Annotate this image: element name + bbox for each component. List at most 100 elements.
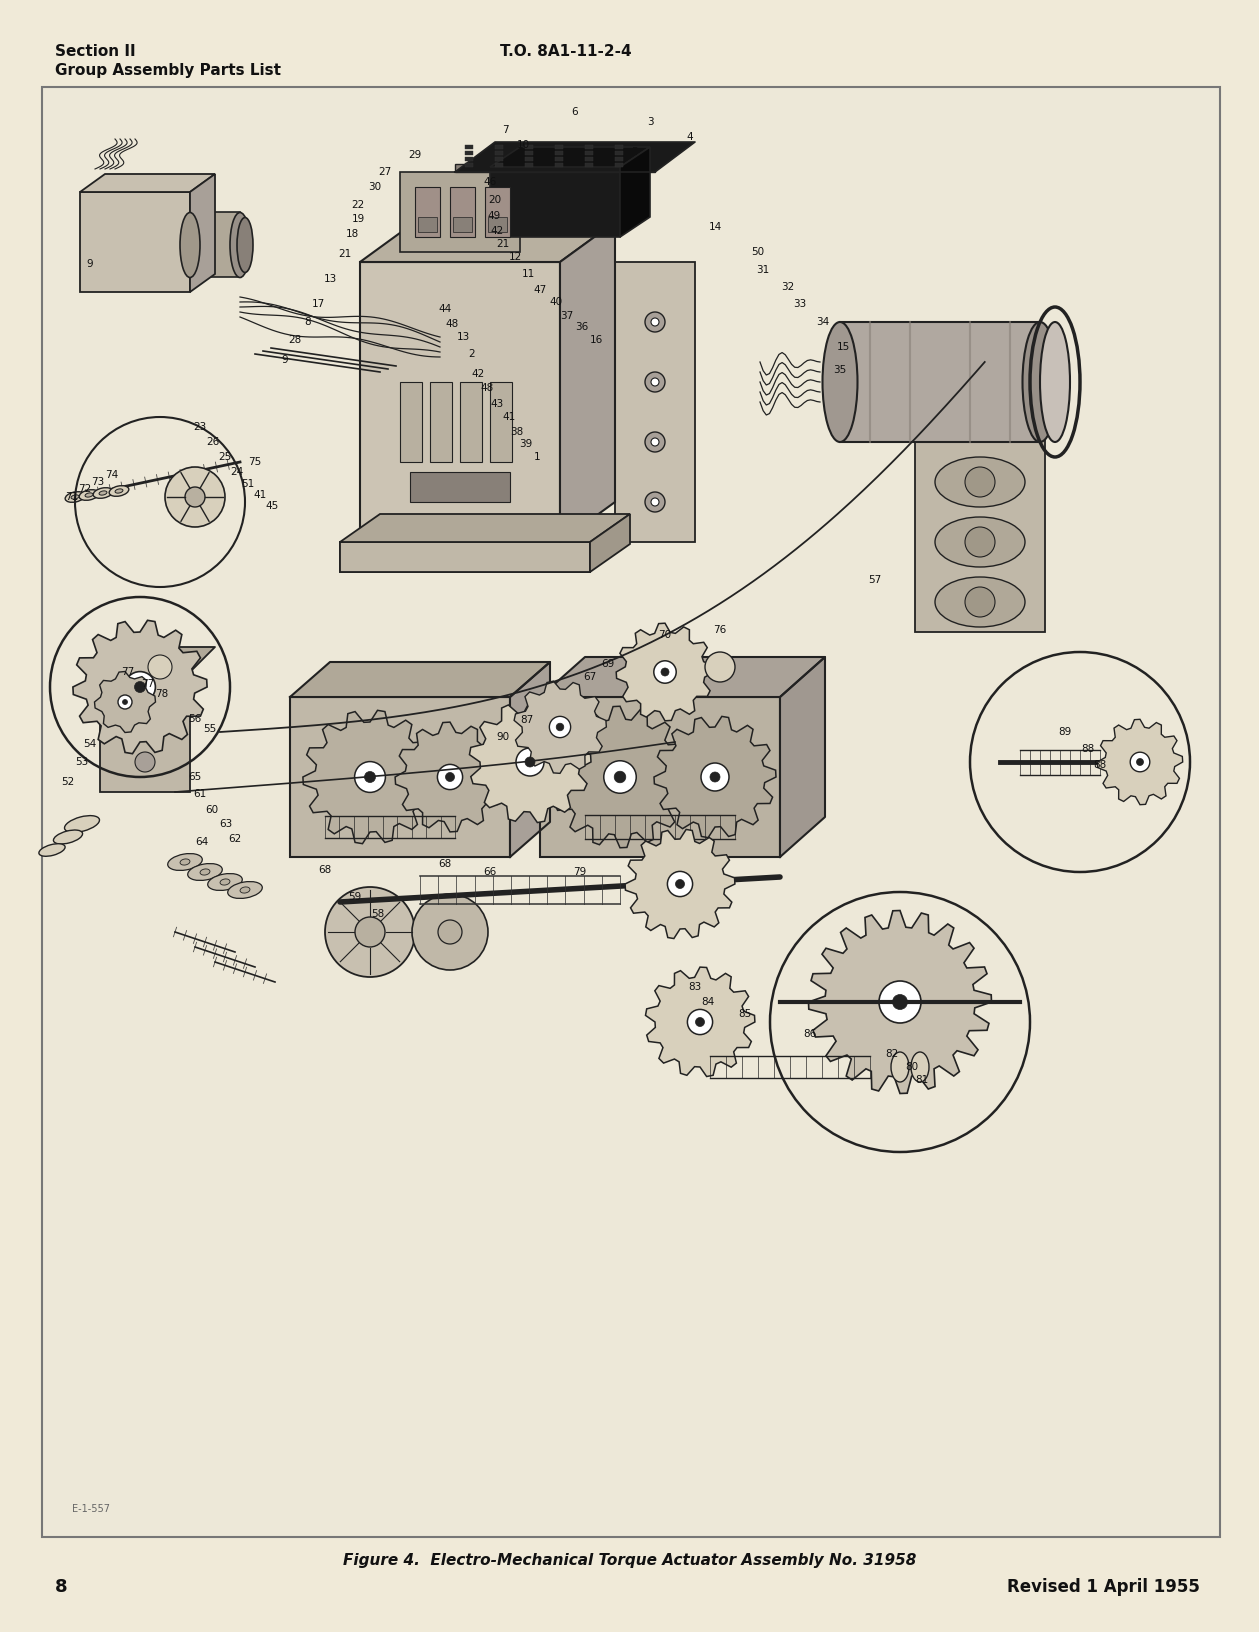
Bar	[449, 188, 475, 237]
Text: 32: 32	[782, 282, 794, 292]
Text: 68: 68	[319, 865, 331, 875]
Text: 26: 26	[206, 437, 219, 447]
Text: 22: 22	[351, 201, 365, 211]
Bar	[495, 145, 504, 149]
Text: 6: 6	[572, 108, 578, 118]
Text: 36: 36	[575, 322, 589, 331]
Bar	[614, 145, 623, 149]
Ellipse shape	[65, 491, 84, 503]
Text: 50: 50	[752, 246, 764, 256]
Bar	[431, 382, 452, 462]
Text: 25: 25	[218, 452, 232, 462]
Text: 49: 49	[487, 211, 501, 220]
Ellipse shape	[39, 844, 65, 857]
Polygon shape	[808, 911, 992, 1093]
Text: 18: 18	[345, 228, 359, 238]
Circle shape	[122, 700, 127, 705]
Text: 62: 62	[228, 834, 242, 844]
Bar	[585, 163, 593, 166]
Text: 3: 3	[647, 118, 653, 127]
Circle shape	[653, 661, 676, 684]
Text: 10: 10	[516, 140, 530, 150]
Polygon shape	[619, 147, 650, 237]
Circle shape	[645, 372, 665, 392]
Text: 46: 46	[483, 176, 496, 188]
Text: 78: 78	[155, 689, 169, 698]
Text: 52: 52	[62, 777, 74, 787]
Bar	[465, 145, 473, 149]
Circle shape	[185, 486, 205, 508]
Polygon shape	[454, 142, 695, 171]
Ellipse shape	[180, 858, 190, 865]
Circle shape	[135, 672, 155, 692]
Bar	[614, 163, 623, 166]
Text: 27: 27	[379, 166, 392, 176]
Text: 61: 61	[194, 788, 206, 800]
Polygon shape	[470, 702, 590, 823]
Bar	[415, 188, 439, 237]
Circle shape	[676, 880, 685, 888]
Text: 65: 65	[189, 772, 201, 782]
Text: 88: 88	[1093, 761, 1107, 770]
Text: 48: 48	[446, 318, 458, 330]
Circle shape	[412, 894, 488, 969]
Polygon shape	[99, 646, 215, 672]
Text: 83: 83	[689, 982, 701, 992]
Circle shape	[710, 772, 720, 782]
Text: 17: 17	[311, 299, 325, 308]
Text: 66: 66	[483, 867, 496, 876]
Circle shape	[661, 667, 669, 676]
Bar	[495, 163, 504, 166]
Text: T.O. 8A1-11-2-4: T.O. 8A1-11-2-4	[500, 44, 632, 59]
Ellipse shape	[93, 488, 113, 498]
Ellipse shape	[64, 816, 99, 832]
Bar	[190, 212, 240, 277]
Text: 79: 79	[573, 867, 587, 876]
Text: 71: 71	[65, 491, 78, 503]
Text: 13: 13	[456, 331, 470, 343]
Bar	[915, 432, 1045, 632]
Bar	[453, 217, 472, 232]
Circle shape	[705, 653, 735, 682]
Circle shape	[1131, 752, 1149, 772]
Text: 40: 40	[549, 297, 563, 307]
Polygon shape	[303, 710, 437, 844]
Text: 48: 48	[481, 384, 494, 393]
Text: 13: 13	[324, 274, 336, 284]
Polygon shape	[514, 681, 607, 774]
Text: 14: 14	[709, 222, 721, 232]
Polygon shape	[616, 623, 714, 721]
Polygon shape	[1098, 720, 1182, 805]
Ellipse shape	[220, 880, 230, 885]
Text: 30: 30	[369, 183, 381, 193]
Circle shape	[614, 772, 626, 783]
Ellipse shape	[208, 873, 242, 891]
Text: Revised 1 April 1955: Revised 1 April 1955	[1007, 1578, 1200, 1596]
Text: 42: 42	[490, 225, 504, 237]
Circle shape	[651, 379, 658, 387]
Text: 43: 43	[490, 398, 504, 410]
Ellipse shape	[53, 831, 83, 844]
Text: 84: 84	[701, 997, 715, 1007]
Bar	[340, 542, 590, 571]
Circle shape	[118, 695, 132, 708]
Bar	[495, 157, 504, 162]
Bar	[555, 152, 563, 155]
Text: 42: 42	[471, 369, 485, 379]
Text: 4: 4	[686, 132, 694, 142]
Polygon shape	[626, 829, 735, 938]
Text: Section II: Section II	[55, 44, 136, 59]
Text: 60: 60	[205, 805, 219, 814]
Circle shape	[135, 682, 146, 692]
Circle shape	[1137, 759, 1143, 765]
Text: 12: 12	[509, 251, 521, 263]
Circle shape	[645, 432, 665, 452]
Ellipse shape	[167, 854, 203, 870]
Polygon shape	[590, 514, 630, 571]
Bar	[555, 157, 563, 162]
Bar	[614, 157, 623, 162]
Text: 54: 54	[83, 739, 97, 749]
Ellipse shape	[935, 578, 1025, 627]
Circle shape	[446, 772, 454, 782]
Bar	[614, 263, 695, 542]
